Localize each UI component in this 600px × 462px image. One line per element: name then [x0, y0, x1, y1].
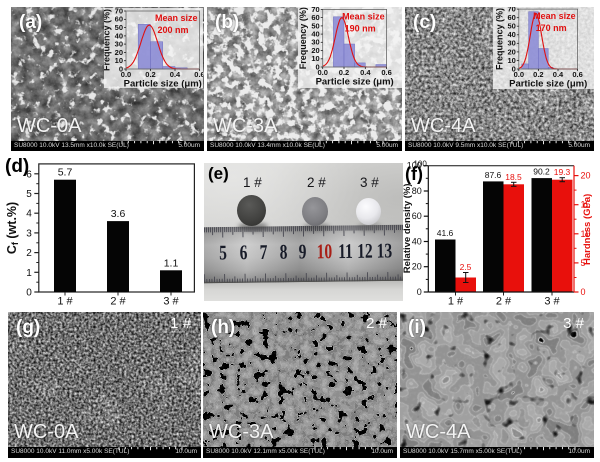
svg-text:30: 30 — [115, 40, 123, 49]
svg-text:Relative density (%): Relative density (%) — [402, 183, 413, 273]
svg-text:100: 100 — [407, 161, 422, 171]
svg-text:50: 50 — [507, 22, 515, 31]
svg-text:Mean size: Mean size — [342, 11, 385, 21]
svg-text:Frequency (%): Frequency (%) — [494, 8, 504, 70]
svg-text:Particle size (μm): Particle size (μm) — [316, 77, 394, 88]
svg-text:90.2: 90.2 — [533, 167, 550, 177]
svg-text:10: 10 — [581, 229, 591, 239]
svg-text:5.7: 5.7 — [58, 167, 73, 179]
svg-text:11: 11 — [338, 240, 353, 263]
svg-text:Frequency (%): Frequency (%) — [104, 9, 112, 71]
svg-text:1: 1 — [26, 268, 32, 279]
svg-text:60: 60 — [115, 15, 123, 24]
svg-text:30: 30 — [311, 38, 319, 47]
svg-text:4: 4 — [26, 209, 32, 220]
svg-text:15: 15 — [581, 200, 591, 210]
svg-text:10: 10 — [507, 56, 515, 65]
svg-text:6: 6 — [26, 169, 32, 180]
svg-text:0.4: 0.4 — [553, 70, 564, 79]
svg-text:2 #: 2 # — [110, 296, 126, 308]
svg-text:0: 0 — [512, 64, 516, 73]
svg-text:70: 70 — [507, 7, 515, 14]
svg-text:0.4: 0.4 — [170, 70, 181, 79]
svg-text:0: 0 — [316, 62, 320, 71]
svg-text:0: 0 — [26, 288, 32, 299]
svg-text:20: 20 — [507, 47, 515, 56]
svg-text:2.5: 2.5 — [460, 262, 472, 272]
svg-text:20: 20 — [581, 171, 591, 181]
svg-text:0.4: 0.4 — [360, 68, 371, 77]
svg-text:87.6: 87.6 — [485, 170, 502, 180]
svg-text:70: 70 — [311, 7, 319, 14]
svg-text:3 #: 3 # — [163, 296, 179, 308]
svg-text:19.3: 19.3 — [554, 167, 571, 177]
svg-text:0.0: 0.0 — [121, 70, 131, 79]
svg-text:Mean size: Mean size — [155, 13, 198, 23]
svg-text:40: 40 — [507, 30, 515, 39]
svg-text:0.0: 0.0 — [514, 70, 524, 79]
svg-text:7: 7 — [259, 241, 267, 264]
svg-text:40: 40 — [115, 31, 123, 40]
svg-text:Hardness (GPa): Hardness (GPa) — [582, 194, 593, 265]
svg-text:5: 5 — [219, 241, 227, 264]
svg-text:70: 70 — [115, 8, 123, 15]
svg-text:0: 0 — [581, 287, 586, 297]
svg-text:0: 0 — [119, 64, 123, 73]
svg-text:40: 40 — [412, 237, 422, 247]
svg-text:2: 2 — [26, 248, 32, 259]
svg-text:10: 10 — [115, 56, 123, 65]
svg-text:50: 50 — [115, 23, 123, 32]
svg-text:13: 13 — [377, 239, 393, 262]
svg-text:3.6: 3.6 — [111, 208, 126, 220]
svg-text:40: 40 — [311, 30, 319, 39]
svg-text:Mean size: Mean size — [533, 11, 576, 21]
svg-text:Frequency (%): Frequency (%) — [298, 7, 308, 69]
svg-text:10: 10 — [311, 54, 319, 63]
svg-text:0.0: 0.0 — [317, 68, 327, 77]
svg-text:1 #: 1 # — [57, 296, 73, 308]
svg-text:10: 10 — [317, 240, 333, 263]
svg-text:0: 0 — [417, 287, 422, 297]
svg-text:3: 3 — [26, 228, 32, 239]
svg-text:5: 5 — [26, 189, 32, 200]
svg-text:0.2: 0.2 — [145, 70, 155, 79]
svg-text:20: 20 — [412, 262, 422, 272]
svg-text:20: 20 — [311, 46, 319, 55]
svg-text:20: 20 — [115, 48, 123, 57]
svg-text:60: 60 — [412, 211, 422, 221]
svg-text:Particle size (μm): Particle size (μm) — [124, 79, 202, 88]
svg-text:60: 60 — [311, 13, 319, 22]
svg-text:41.6: 41.6 — [437, 228, 454, 238]
svg-text:3 #: 3 # — [544, 296, 560, 308]
svg-text:1.1: 1.1 — [164, 257, 179, 269]
svg-text:170 nm: 170 nm — [536, 23, 567, 33]
svg-text:190 nm: 190 nm — [345, 23, 376, 33]
svg-text:18.5: 18.5 — [505, 172, 522, 182]
svg-text:12: 12 — [357, 239, 373, 262]
svg-text:80: 80 — [412, 186, 422, 196]
svg-text:0.6: 0.6 — [381, 68, 391, 77]
svg-text:5: 5 — [581, 258, 586, 268]
svg-text:0.6: 0.6 — [194, 70, 203, 79]
svg-text:0.2: 0.2 — [339, 68, 349, 77]
svg-text:50: 50 — [311, 21, 319, 30]
svg-text:2 #: 2 # — [496, 296, 512, 308]
svg-text:0.2: 0.2 — [533, 70, 543, 79]
svg-text:100: 100 — [413, 160, 427, 169]
svg-text:Particle size (μm): Particle size (μm) — [509, 79, 587, 89]
svg-text:8: 8 — [279, 241, 287, 264]
svg-text:6: 6 — [239, 241, 247, 264]
svg-text:1 #: 1 # — [448, 296, 464, 308]
svg-text:60: 60 — [507, 13, 515, 22]
svg-text:0.6: 0.6 — [572, 70, 582, 79]
svg-text:30: 30 — [507, 39, 515, 48]
svg-text:Cf (wt.%): Cf (wt.%) — [5, 202, 20, 254]
svg-text:200 nm: 200 nm — [157, 25, 188, 35]
svg-text:9: 9 — [298, 240, 306, 263]
